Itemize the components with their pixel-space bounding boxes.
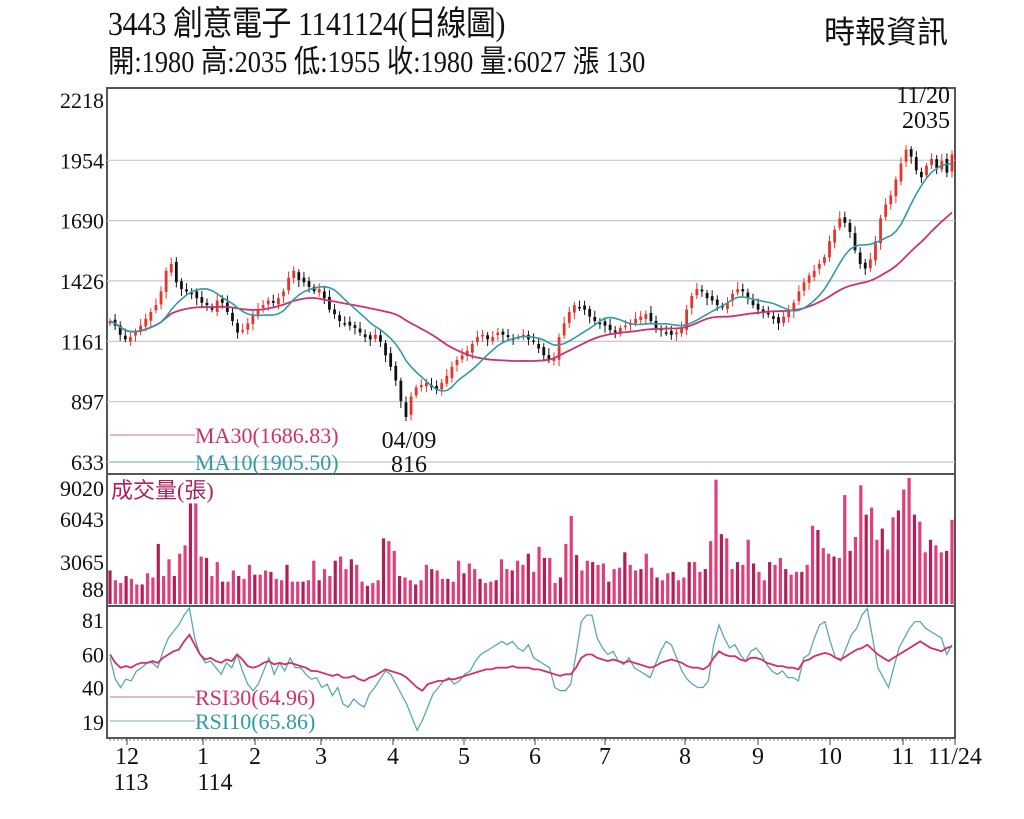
svg-text:7: 7	[599, 744, 611, 770]
ma30-legend: MA30(1686.83)	[195, 423, 339, 448]
svg-text:1690: 1690	[60, 209, 104, 234]
svg-text:1954: 1954	[60, 148, 104, 173]
svg-text:40: 40	[82, 675, 104, 700]
svg-text:1426: 1426	[60, 269, 104, 294]
price-axis-labels: 2218 1954 1690 1426 1161 897 633	[60, 88, 104, 475]
low-date-annotation: 04/09	[382, 428, 437, 454]
svg-text:113: 113	[113, 770, 148, 796]
svg-text:11: 11	[891, 744, 914, 770]
high-value-annotation: 2035	[902, 108, 950, 134]
svg-text:2: 2	[249, 744, 261, 770]
svg-text:12: 12	[115, 744, 139, 770]
svg-text:897: 897	[71, 390, 104, 415]
svg-text:2218: 2218	[60, 88, 104, 113]
svg-text:3065: 3065	[60, 550, 104, 575]
ma30-line	[109, 211, 953, 362]
volume-title: 成交量(張)	[111, 478, 214, 503]
svg-text:5: 5	[458, 744, 470, 770]
ohlc-summary: 開:1980 高:2035 低:1955 收:1980 量:6027 漲 130	[108, 44, 646, 79]
svg-text:81: 81	[82, 608, 104, 633]
svg-text:10: 10	[818, 744, 842, 770]
chart-title: 3443 創意電子 1141124(日線圖)	[108, 6, 505, 43]
ma10-legend: MA10(1905.50)	[195, 450, 339, 475]
volume-bars	[108, 478, 954, 604]
svg-text:1161: 1161	[61, 329, 104, 354]
svg-text:60: 60	[82, 643, 104, 668]
low-value-annotation: 816	[391, 452, 427, 478]
svg-text:6043: 6043	[60, 507, 104, 532]
rsi30-line	[109, 633, 953, 692]
svg-text:9: 9	[752, 744, 764, 770]
high-date-annotation: 11/20	[896, 83, 950, 109]
rsi30-legend: RSI30(64.96)	[195, 685, 315, 710]
data-source-label: 時報資訊	[824, 15, 948, 50]
candlesticks	[108, 145, 954, 422]
rsi10-line	[109, 606, 953, 732]
svg-text:114: 114	[197, 770, 232, 796]
chart-frames	[106, 87, 956, 739]
rsi10-legend: RSI10(65.86)	[195, 709, 315, 734]
svg-text:6: 6	[529, 744, 541, 770]
svg-text:8: 8	[679, 744, 691, 770]
svg-text:11/24: 11/24	[928, 744, 982, 770]
svg-text:633: 633	[71, 450, 104, 475]
svg-text:88: 88	[82, 577, 104, 602]
rsi-axis-labels: 81 60 40 19	[82, 608, 104, 735]
svg-text:1: 1	[197, 744, 209, 770]
svg-text:19: 19	[82, 710, 104, 735]
x-axis-ticks	[109, 738, 956, 745]
svg-text:4: 4	[387, 744, 399, 770]
svg-text:3: 3	[315, 744, 327, 770]
price-grid	[107, 159, 955, 463]
ma10-line	[109, 162, 953, 392]
svg-text:9020: 9020	[60, 476, 104, 501]
